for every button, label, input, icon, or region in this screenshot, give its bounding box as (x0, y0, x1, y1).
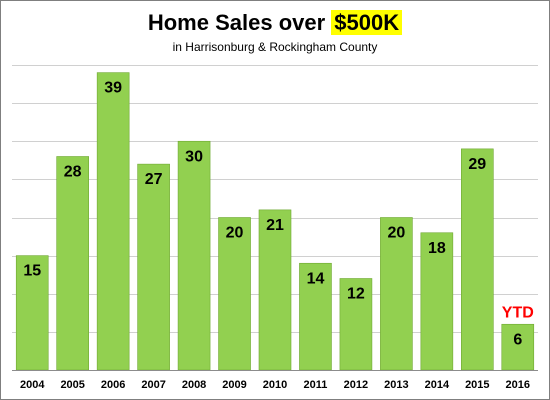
x-tick-label: 2009 (222, 379, 246, 391)
bar (299, 262, 332, 371)
data-label: 18 (428, 240, 446, 257)
data-label: 20 (226, 225, 244, 242)
chart-title-main: Home Sales over (147, 10, 332, 35)
x-tick-label: 2005 (60, 379, 84, 391)
x-tick-label: 2007 (141, 379, 165, 391)
data-label: 21 (266, 217, 284, 234)
data-label: 20 (387, 225, 405, 242)
chart-subtitle: in Harrisonburg & Rockingham County (172, 40, 378, 54)
bar (258, 209, 292, 371)
data-label: 15 (23, 263, 41, 280)
x-tick-label: 2011 (304, 379, 328, 391)
bar (137, 163, 170, 371)
data-label: 6 (513, 331, 522, 348)
data-label: 27 (145, 171, 163, 188)
bar (177, 140, 211, 371)
data-label: 30 (185, 148, 203, 165)
bar (56, 156, 89, 371)
bar (461, 148, 494, 371)
chart-title: Home Sales over $500K (0, 8, 550, 38)
bar (96, 72, 130, 371)
bar (339, 278, 373, 371)
data-label: 14 (307, 270, 325, 287)
x-tick-label: 2008 (182, 379, 206, 391)
data-label: 29 (468, 156, 486, 173)
x-tick-label: 2015 (465, 379, 489, 391)
x-tick-label: 2016 (506, 379, 530, 391)
bar (380, 217, 413, 371)
x-tick-label: 2006 (101, 379, 125, 391)
chart-title-highlight: $500K (331, 10, 403, 35)
x-tick-label: 2010 (263, 379, 287, 391)
bar (218, 217, 251, 371)
x-tick-label: 2013 (384, 379, 408, 391)
x-tick-label: 2012 (344, 379, 368, 391)
annotation-ytd: YTD (502, 304, 534, 321)
data-label: 39 (104, 80, 122, 97)
x-tick-label: 2014 (425, 379, 450, 391)
bar (501, 323, 535, 371)
bar (15, 255, 49, 371)
data-label: 28 (64, 164, 82, 181)
data-label: 12 (347, 286, 365, 303)
bar (420, 232, 454, 371)
x-tick-label: 2004 (20, 379, 45, 391)
